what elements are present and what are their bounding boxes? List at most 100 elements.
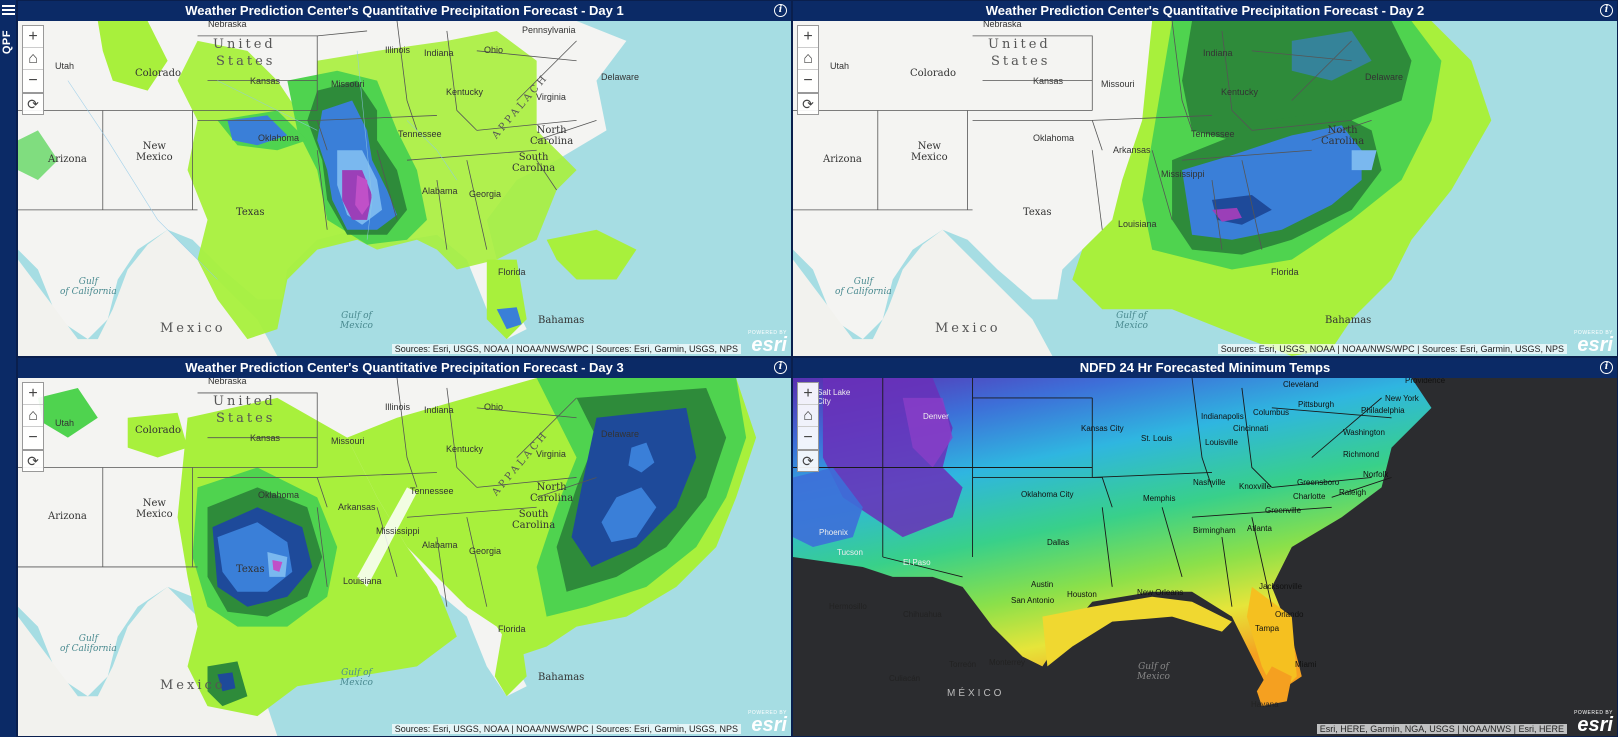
map-label-arizona: Arizona — [48, 511, 87, 522]
map-label-indiana: Indiana — [424, 48, 454, 58]
refresh-button[interactable]: ⟳ — [22, 93, 44, 115]
map-label-virginia: Virginia — [536, 449, 566, 459]
map-label-missouri: Missouri — [1101, 79, 1135, 89]
map-label-mississippi: Mississippi — [1161, 169, 1205, 179]
map-label-illinois: Illinois — [385, 45, 411, 55]
map-label-indiana: Indiana — [424, 405, 454, 415]
zoom-control: + ⌂ − — [22, 25, 44, 93]
map-view[interactable]: Nebraska Utah Colorado United States Kan… — [793, 19, 1617, 356]
map-label-utah: Utah — [830, 61, 850, 71]
map-label-states: States — [216, 411, 276, 426]
info-icon[interactable]: i — [1600, 361, 1613, 374]
map-label-delaware: Delaware — [1365, 72, 1404, 82]
map-label-utah: Utah — [55, 61, 75, 71]
map-label-orlando: Orlando — [1275, 610, 1304, 619]
zoom-out-button[interactable]: − — [803, 72, 813, 89]
map-label-indiana: Indiana — [1203, 48, 1233, 58]
zoom-in-button[interactable]: + — [798, 383, 818, 405]
hamburger-menu-icon[interactable] — [1, 3, 16, 17]
map-label-kentucky: Kentucky — [446, 444, 484, 454]
esri-logo: POWERED BY esri — [748, 710, 787, 736]
map-label-colorado: Colorado — [135, 425, 182, 436]
map-label-greensboro: Greensboro — [1297, 478, 1340, 487]
map-label-bahamas: Bahamas — [1325, 315, 1372, 326]
map-label-texas: Texas — [236, 564, 265, 575]
map-label-washington: Washington — [1343, 428, 1385, 437]
map-label-south-carolina: South Carolina — [512, 509, 556, 531]
map-label-cleveland: Cleveland — [1283, 380, 1319, 389]
map-label-monterrey: Monterrey — [989, 658, 1026, 667]
home-button[interactable]: ⌂ — [23, 405, 43, 427]
panel-title: Weather Prediction Center's Quantitative… — [793, 1, 1617, 21]
esri-brand: esri — [1577, 334, 1613, 356]
zoom-in-button[interactable]: + — [23, 383, 43, 405]
map-label-colorado: Colorado — [135, 68, 182, 79]
map-label-oklahoma: Oklahoma — [258, 490, 300, 500]
map-label-states: States — [991, 54, 1051, 69]
map-label-mexico: Mexico — [160, 678, 226, 693]
map-label-south-carolina: South Carolina — [512, 152, 556, 174]
map-label-united: United — [988, 37, 1051, 52]
map-label-arizona: Arizona — [48, 154, 87, 165]
map-label-tucson: Tucson — [837, 548, 863, 557]
map-label-georgia: Georgia — [469, 546, 502, 556]
refresh-button[interactable]: ⟳ — [22, 450, 44, 472]
map-label-gulf-california: Gulf of California — [60, 277, 117, 297]
map-label-louisiana: Louisiana — [343, 576, 382, 586]
map-label-nashville: Nashville — [1193, 478, 1226, 487]
map-view[interactable]: Providence Cleveland New York Pittsburgh… — [793, 376, 1617, 736]
info-icon[interactable]: i — [774, 4, 787, 17]
map-label-kansas: Kansas — [1033, 76, 1064, 86]
map-label-mexico: Mexico — [160, 321, 226, 336]
map-label-arkansas: Arkansas — [338, 502, 376, 512]
map-label-united: United — [213, 37, 276, 52]
map-label-alabama: Alabama — [422, 540, 458, 550]
home-button[interactable]: ⌂ — [23, 48, 43, 70]
map-label-austin: Austin — [1031, 580, 1054, 589]
map-label-greenville: Greenville — [1265, 506, 1302, 515]
map-view[interactable]: Nebraska Utah Colorado United States Kan… — [18, 376, 791, 736]
esri-powered-label: POWERED BY — [748, 710, 787, 716]
map-panel-day3: Weather Prediction Center's Quantitative… — [17, 357, 792, 737]
esri-brand: esri — [751, 714, 787, 736]
map-label-memphis: Memphis — [1143, 494, 1176, 503]
refresh-button[interactable]: ⟳ — [797, 450, 819, 472]
map-label-providence: Providence — [1405, 376, 1446, 385]
map-view[interactable]: Nebraska Utah Colorado United States Kan… — [18, 19, 791, 356]
map-label-kansas-city: Kansas City — [1081, 424, 1124, 433]
home-button[interactable]: ⌂ — [798, 48, 818, 70]
zoom-in-button[interactable]: + — [798, 26, 818, 48]
map-label-bahamas: Bahamas — [538, 672, 585, 683]
zoom-in-button[interactable]: + — [23, 26, 43, 48]
map-label-nebraska: Nebraska — [208, 376, 247, 386]
map-label-new-mexico: New Mexico — [136, 498, 173, 520]
info-icon[interactable]: i — [1600, 4, 1613, 17]
map-attribution: Sources: Esri, USGS, NOAA | NOAA/NWS/WPC… — [391, 724, 741, 734]
map-label-bahamas: Bahamas — [538, 315, 585, 326]
refresh-button[interactable]: ⟳ — [797, 93, 819, 115]
map-label-virginia: Virginia — [536, 92, 566, 102]
map-label-states: States — [216, 54, 276, 69]
zoom-out-button[interactable]: − — [28, 72, 38, 89]
map-label-north-carolina: North Carolina — [530, 482, 574, 504]
map-label-tennessee: Tennessee — [410, 486, 454, 496]
map-label-pittsburgh: Pittsburgh — [1298, 400, 1335, 409]
map-label-pennsylvania: Pennsylvania — [522, 25, 576, 35]
map-label-raleigh: Raleigh — [1339, 488, 1367, 497]
map-label-gulf-mexico: Gulf of Mexico — [340, 668, 373, 688]
map-label-cincinnati: Cincinnati — [1233, 424, 1269, 433]
home-button[interactable]: ⌂ — [798, 405, 818, 427]
map-label-kansas: Kansas — [250, 76, 281, 86]
map-label-gulf-california: Gulf of California — [60, 634, 117, 654]
map-label-new-orleans: New Orleans — [1137, 588, 1184, 597]
map-label-denver: Denver — [923, 412, 949, 421]
zoom-out-button[interactable]: − — [28, 429, 38, 446]
map-label-birmingham: Birmingham — [1193, 526, 1236, 535]
map-label-hermosillo: Hermosillo — [829, 602, 867, 611]
zoom-out-button[interactable]: − — [803, 429, 813, 446]
map-label-florida: Florida — [498, 624, 526, 634]
info-icon[interactable]: i — [774, 361, 787, 374]
map-label-nebraska: Nebraska — [208, 19, 247, 29]
esri-logo: POWERED BY esri — [748, 330, 787, 355]
map-label-utah: Utah — [55, 418, 75, 428]
